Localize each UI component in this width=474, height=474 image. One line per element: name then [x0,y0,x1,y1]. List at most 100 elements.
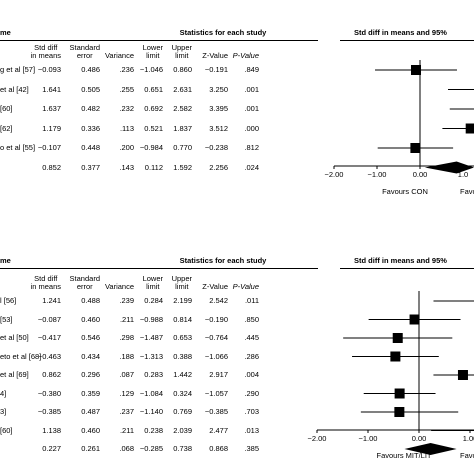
x-tick-label: 1.0 [458,170,468,179]
row-standard-error: 0.486 [81,65,100,74]
favours-right-label: Favour [460,187,474,196]
column-header-line: in means [30,282,61,291]
column-header-upper-limit: Upper limit [172,44,192,60]
row-std-diff: −0.385 [37,407,61,416]
pooled-std-diff: 0.852 [42,162,61,172]
pooled-standard-error: 0.261 [81,444,100,453]
pooled-upper-limit: 0.738 [173,444,192,453]
row-standard-error: 0.460 [81,425,100,435]
favours-right-label: Favour [460,451,474,460]
column-header-line: Variance [104,51,134,60]
row-z-value: −0.385 [204,407,228,416]
effect-marker [465,123,474,134]
row-p-value: .004 [244,370,259,379]
row-lower-limit: −0.984 [139,143,163,152]
column-header-z-value: Z-Value [202,44,228,60]
row-standard-error: 0.336 [81,123,100,133]
pooled-std-diff: 0.227 [42,444,61,453]
forest-plot-a: me Statistics for each study Std diff in… [0,0,474,212]
row-upper-limit: 2.631 [173,84,192,94]
row-variance: .237 [119,407,134,416]
column-header-lower-limit: Lower limit [143,44,163,60]
row-lower-limit: −1.046 [139,65,163,74]
row-upper-limit: 0.653 [173,333,192,342]
row-standard-error: 0.448 [81,143,100,152]
column-header-line: limit [175,51,189,60]
row-p-value: .850 [244,314,259,324]
pooled-lower-limit: 0.112 [144,162,163,172]
effect-marker [410,143,421,153]
row-variance: .298 [119,333,134,342]
row-upper-limit: 2.199 [173,296,192,305]
row-variance: .232 [119,104,134,113]
pooled-p-value: .024 [244,162,259,172]
row-lower-limit: −1.487 [139,333,163,342]
study-label: o et al [55] [0,143,36,152]
study-label: et al [50] [0,333,29,342]
column-header-p-value: P-Value [233,275,259,291]
row-std-diff: 1.641 [42,84,61,94]
row-variance: .087 [119,370,134,379]
study-label: [60] [0,425,13,435]
x-tick-label: −2.00 [325,170,344,179]
pooled-standard-error: 0.377 [81,162,100,172]
study-label: et al [42] [0,84,29,94]
pooled-p-value: .385 [244,444,259,453]
row-z-value: −0.764 [204,333,228,342]
row-variance: .188 [119,351,134,361]
plot-header: Std diff in means and 95% [354,28,447,37]
row-z-value: −0.238 [204,143,228,152]
column-header-standard-error: Standard error [70,44,100,60]
column-header-line: Variance [104,282,134,291]
x-tick-label: −1.00 [368,170,387,179]
column-header-line: limit [175,282,189,291]
row-variance: .200 [119,143,134,152]
column-header-line: P-Value [232,51,259,60]
x-tick-label: 1.00 [463,434,474,443]
row-variance: .239 [119,296,134,305]
column-header-line: limit [146,51,160,60]
row-variance: .211 [119,314,134,324]
row-upper-limit: 2.039 [173,425,192,435]
row-std-diff: −0.380 [37,388,61,398]
study-label: l [56] [0,296,17,305]
plot-header: Std diff in means and 95% [354,256,447,265]
effect-marker [411,65,422,75]
row-z-value: −0.191 [204,65,228,74]
x-tick-label: −1.00 [359,434,378,443]
study-label: [53] [0,314,13,324]
row-z-value: 2.917 [209,370,228,379]
column-header-line: Standard [69,274,100,283]
column-header-variance: Variance [105,275,134,291]
row-lower-limit: −1.313 [139,351,163,361]
row-std-diff: 1.138 [42,425,61,435]
row-lower-limit: −0.988 [139,314,163,324]
row-p-value: .445 [244,333,259,342]
forest-plot-b: me Statistics for each study Std diff in… [0,254,474,470]
header-rule [0,40,318,41]
study-label: eto et al [68] [0,351,42,361]
column-header-line: Z-Value [202,282,228,291]
row-p-value: .011 [244,296,259,305]
row-z-value: 2.477 [209,425,228,435]
row-lower-limit: 0.283 [144,370,163,379]
column-header-line: Std diff [34,43,58,52]
forest-plot-svg-b: −2.00 −1.00 0.00 1.00 Favours MIT/LIT Favour [308,291,474,460]
row-std-diff: 1.179 [42,123,61,133]
column-header-line: Upper [171,43,192,52]
effect-marker [394,388,405,399]
study-name-header: me [0,256,11,265]
column-header-line: error [76,282,93,291]
row-variance: .211 [119,425,134,435]
row-upper-limit: 2.582 [173,104,192,113]
row-standard-error: 0.505 [81,84,100,94]
column-header-lower-limit: Lower limit [143,275,163,291]
effect-marker [392,333,403,343]
row-upper-limit: 0.388 [173,351,192,361]
row-std-diff: 0.862 [42,370,61,379]
column-header-line: Standard [69,43,100,52]
plot-header-rule [340,40,474,41]
study-label: et al [69] [0,370,29,379]
row-lower-limit: 0.284 [144,296,163,305]
row-z-value: −0.190 [204,314,228,324]
